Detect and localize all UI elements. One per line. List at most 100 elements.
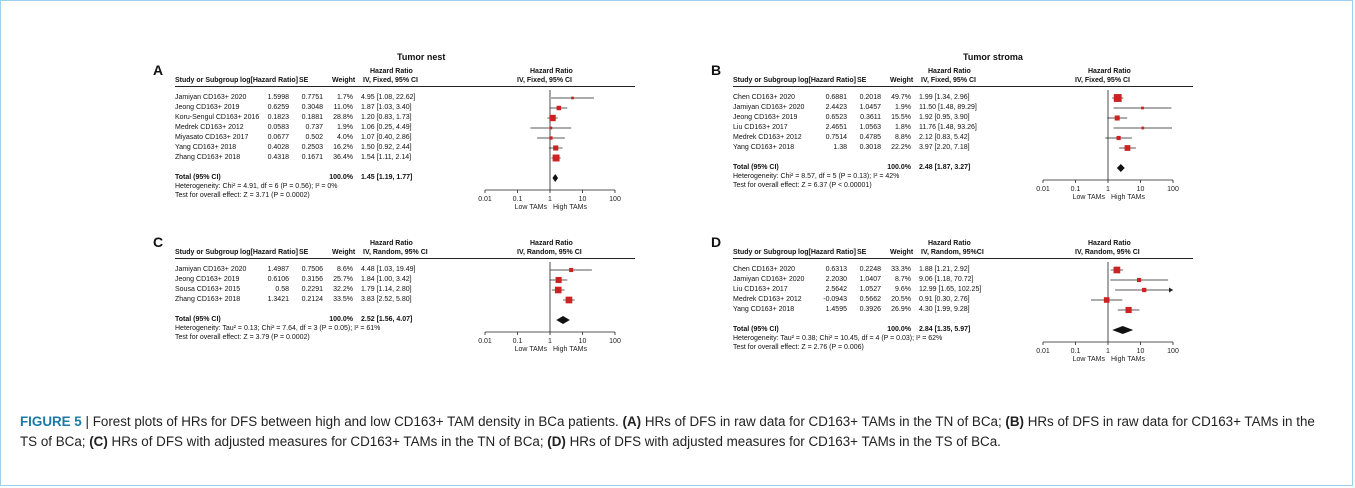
study-name: Liu CD163+ 2017 — [733, 124, 788, 131]
hr-ci-value: 1.92 [0.95, 3.90] — [919, 114, 970, 121]
weight-value: 49.7% — [891, 94, 911, 101]
forest-panel-d: D Hazard Ratio Hazard Ratio Study or Subgro… — [711, 220, 1283, 400]
favours-right-label: High TAMs — [1111, 356, 1145, 363]
se-value: 0.7751 — [301, 94, 323, 101]
loghr-value: 1.38 — [833, 144, 847, 151]
study-name: Medrek CD163+ 2012 — [733, 296, 802, 303]
study-name: Zhang CD163+ 2018 — [175, 154, 241, 161]
se-value: 0.7506 — [301, 266, 323, 273]
weight-value: 4.0% — [337, 134, 353, 141]
figure-label: FIGURE 5 — [20, 414, 82, 429]
weight-value: 9.6% — [895, 286, 911, 293]
total-weight: 100.0% — [329, 174, 353, 181]
pooled-diamond — [1112, 326, 1134, 334]
header-rule — [175, 86, 635, 87]
study-name: Yang CD163+ 2018 — [733, 144, 795, 151]
weight-value: 11.0% — [333, 104, 353, 111]
hr-ci-value: 1.88 [1.21, 2.92] — [919, 266, 970, 273]
hr-ci-value: 11.50 [1.48, 89.29] — [919, 104, 977, 111]
study-name: Jamiyan CD163+ 2020 — [175, 266, 247, 273]
total-hr-ci: 2.52 [1.56, 4.07] — [361, 316, 413, 323]
hr-ci-value: 1.07 [0.40, 2.86] — [361, 134, 412, 141]
hr-column-header-top: Hazard Ratio — [928, 68, 971, 75]
panel-letter: B — [711, 62, 722, 78]
loghr-value: 0.0677 — [267, 134, 289, 141]
study-name: Koru-Sengul CD163+ 2016 — [175, 114, 260, 121]
study-name: Medrek CD163+ 2012 — [175, 124, 244, 131]
plot-column-header-top: Hazard Ratio — [1088, 240, 1131, 247]
weight-value: 15.5% — [891, 114, 911, 121]
weight-value: 26.9% — [891, 306, 911, 313]
study-hr-marker — [1116, 135, 1121, 141]
weight-value: 33.3% — [891, 266, 911, 273]
weight-value: 1.9% — [895, 104, 911, 111]
loghr-value: 0.4028 — [267, 144, 289, 151]
study-hr-marker — [554, 286, 562, 294]
study-hr-marker — [1125, 306, 1132, 314]
loghr-value: 2.4423 — [825, 104, 847, 111]
se-value: 0.502 — [305, 134, 323, 141]
hr-ci-value: 1.54 [1.11, 2.14] — [361, 154, 412, 161]
pooled-diamond — [1116, 164, 1125, 172]
total-label: Total (95% CI) — [175, 316, 221, 323]
hr-column-header-bottom: IV, Fixed, 95% CI — [363, 77, 418, 84]
panel-letter: C — [153, 234, 164, 250]
favours-left-label: Low TAMs — [515, 346, 548, 353]
hr-ci-value: 12.99 [1.65, 102.25] — [919, 286, 982, 293]
hr-ci-value: 1.20 [0.83, 1.73] — [361, 114, 412, 121]
loghr-column-header: log[Hazard Ratio] — [798, 249, 856, 256]
plot-column-header-top: Hazard Ratio — [530, 68, 573, 75]
x-axis-tick-label: 100 — [609, 196, 621, 203]
se-value: 1.0563 — [859, 124, 881, 131]
weight-value: 22.2% — [891, 144, 911, 151]
se-value: 0.3611 — [860, 114, 881, 121]
study-hr-marker — [553, 145, 559, 151]
loghr-value: 0.1823 — [267, 114, 289, 121]
forest-panel-c: C Hazard Ratio Hazard Ratio Study or Subgro… — [153, 220, 725, 400]
weight-value: 8.6% — [337, 266, 353, 273]
hr-column-header-top: Hazard Ratio — [370, 68, 413, 75]
figure-caption: FIGURE 5 | Forest plots of HRs for DFS b… — [20, 412, 1335, 452]
weight-value: 1.7% — [337, 94, 353, 101]
caption-panel-ref: (A) — [622, 414, 642, 429]
caption-segment: Forest plots of HRs for DFS between high… — [92, 414, 623, 429]
heterogeneity-text: Heterogeneity: Chi² = 4.91, df = 6 (P = … — [175, 183, 338, 190]
x-axis-tick-label: 10 — [579, 196, 587, 203]
total-weight: 100.0% — [329, 316, 353, 323]
hr-ci-value: 4.30 [1.99, 9.28] — [919, 306, 970, 313]
study-name: Sousa CD163+ 2015 — [175, 286, 241, 293]
loghr-value: 0.4318 — [267, 154, 289, 161]
study-name: Chen CD163+ 2020 — [733, 94, 796, 101]
study-name: Miyasato CD163+ 2017 — [175, 134, 249, 141]
study-column-header: Study or Subgroup — [175, 77, 239, 84]
se-value: 0.737 — [305, 124, 323, 131]
total-weight: 100.0% — [887, 326, 911, 333]
overall-effect-text: Test for overall effect: Z = 2.76 (P = 0… — [733, 344, 864, 351]
study-hr-marker — [1103, 297, 1110, 303]
forest-panel-b: B Tumor stroma Hazard Ratio Hazard Ratio Stu… — [711, 48, 1283, 228]
x-axis-tick-label: 100 — [609, 338, 621, 345]
panel-title: Tumor nest — [397, 52, 446, 62]
total-weight: 100.0% — [887, 164, 911, 171]
study-name: Chen CD163+ 2020 — [733, 266, 796, 273]
weight-column-header: Weight — [890, 77, 914, 84]
total-hr-ci: 1.45 [1.19, 1.77] — [361, 174, 413, 181]
pooled-diamond — [552, 174, 559, 182]
favours-left-label: Low TAMs — [515, 204, 548, 211]
loghr-value: 0.7514 — [825, 134, 847, 141]
panel-letter: D — [711, 234, 722, 250]
plot-column-header-top: Hazard Ratio — [1088, 68, 1131, 75]
x-axis-tick-label: 10 — [579, 338, 587, 345]
study-column-header: Study or Subgroup — [175, 249, 239, 256]
x-axis-tick-label: 0.1 — [513, 338, 523, 345]
weight-value: 8.7% — [895, 276, 911, 283]
caption-panel-ref: (B) — [1005, 414, 1024, 429]
total-label: Total (95% CI) — [175, 174, 221, 181]
hr-ci-value: 1.87 [1.03, 3.40] — [361, 104, 412, 111]
loghr-column-header: log[Hazard Ratio] — [240, 249, 298, 256]
se-value: 0.3156 — [301, 276, 323, 283]
hr-ci-value: 1.99 [1.34, 2.96] — [919, 94, 970, 101]
loghr-value: -0.0943 — [823, 296, 847, 303]
caption-panel-ref: (D) — [547, 434, 566, 449]
